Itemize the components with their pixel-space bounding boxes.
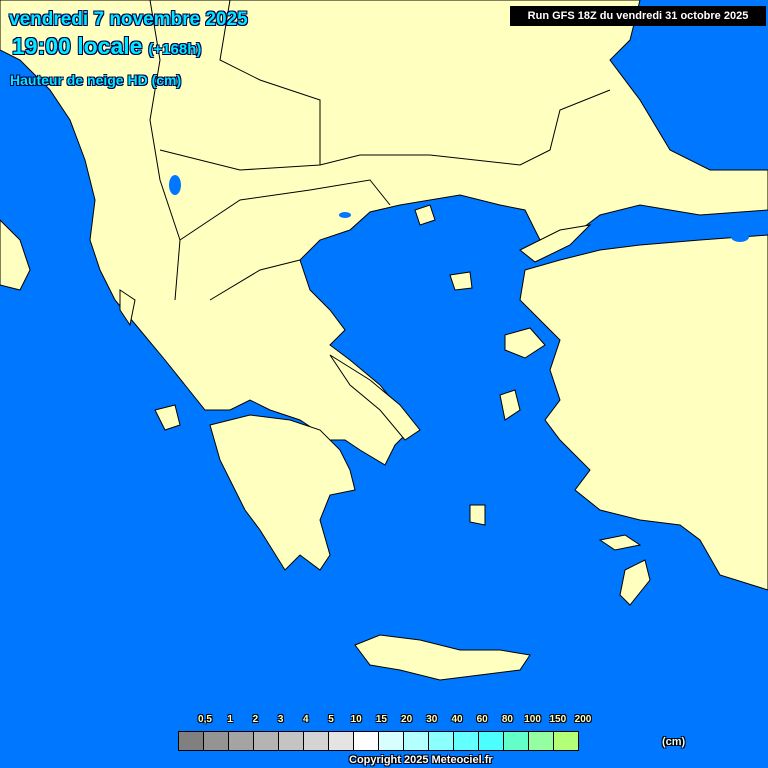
land-lemnos	[449, 271, 473, 291]
lake	[339, 212, 351, 218]
legend-label: 4	[303, 714, 309, 725]
land-kos	[598, 534, 642, 551]
land-chios	[499, 389, 521, 421]
land-kefalonia	[154, 404, 181, 431]
legend-unit: (cm)	[662, 736, 686, 748]
land-naxos	[469, 504, 486, 526]
legend-swatch	[279, 732, 304, 750]
legend-label: 60	[476, 714, 488, 725]
legend-swatch	[379, 732, 404, 750]
legend-colorbar	[178, 731, 579, 751]
forecast-date: vendredi 7 novembre 2025	[9, 9, 248, 30]
legend-swatch	[204, 732, 229, 750]
legend-swatch	[404, 732, 429, 750]
legend-swatch	[254, 732, 279, 750]
forecast-time: 19:00 locale (+168h)	[12, 33, 201, 60]
land-corfu	[119, 289, 136, 327]
land-crete	[354, 634, 531, 681]
land-balkans	[0, 0, 768, 466]
copyright: Copyright 2025 Meteociel.fr	[349, 754, 493, 766]
land-lesbos	[504, 327, 546, 359]
legend-label: 3	[277, 714, 284, 725]
legend-label: 100	[524, 714, 541, 725]
legend-label: 40	[451, 714, 463, 725]
legend-label: 20	[401, 714, 413, 725]
legend-swatch	[554, 732, 578, 750]
legend-swatch	[354, 732, 379, 750]
forecast-time-label: 19:00 locale	[12, 33, 143, 59]
legend-label: 30	[426, 714, 438, 725]
legend-label: 1	[227, 714, 233, 725]
land-turkey	[519, 234, 768, 591]
legend-label: 80	[501, 714, 513, 725]
borders	[149, 0, 611, 301]
legend-swatch	[454, 732, 479, 750]
legend-swatch	[329, 732, 354, 750]
legend-label: 150	[549, 714, 567, 725]
forecast-lead: (+168h)	[148, 41, 202, 58]
land-peloponnese	[209, 414, 356, 571]
legend-swatch	[429, 732, 454, 750]
legend-swatch	[179, 732, 204, 750]
parameter-title: Hauteur de neige HD (cm)	[10, 72, 182, 88]
legend-label: 2	[252, 714, 259, 725]
land-thasos	[414, 204, 436, 226]
land-gallipoli	[519, 224, 592, 263]
land-euboea	[329, 354, 421, 441]
lake-ohrid	[169, 175, 181, 195]
legend-label: 200	[574, 714, 592, 725]
legend-swatch	[229, 732, 254, 750]
land-italy	[0, 219, 31, 291]
legend-swatch	[479, 732, 504, 750]
legend-label: 15	[375, 714, 387, 725]
land-rhodes	[619, 559, 651, 606]
legend-label: 5	[328, 714, 334, 725]
lake	[731, 232, 749, 242]
legend-swatch	[304, 732, 329, 750]
legend-label: 10	[350, 714, 362, 725]
legend-swatch	[504, 732, 529, 750]
legend-label: 0,5	[198, 714, 212, 725]
legend-swatch	[529, 732, 554, 750]
run-info: Run GFS 18Z du vendredi 31 octobre 2025	[510, 6, 766, 26]
